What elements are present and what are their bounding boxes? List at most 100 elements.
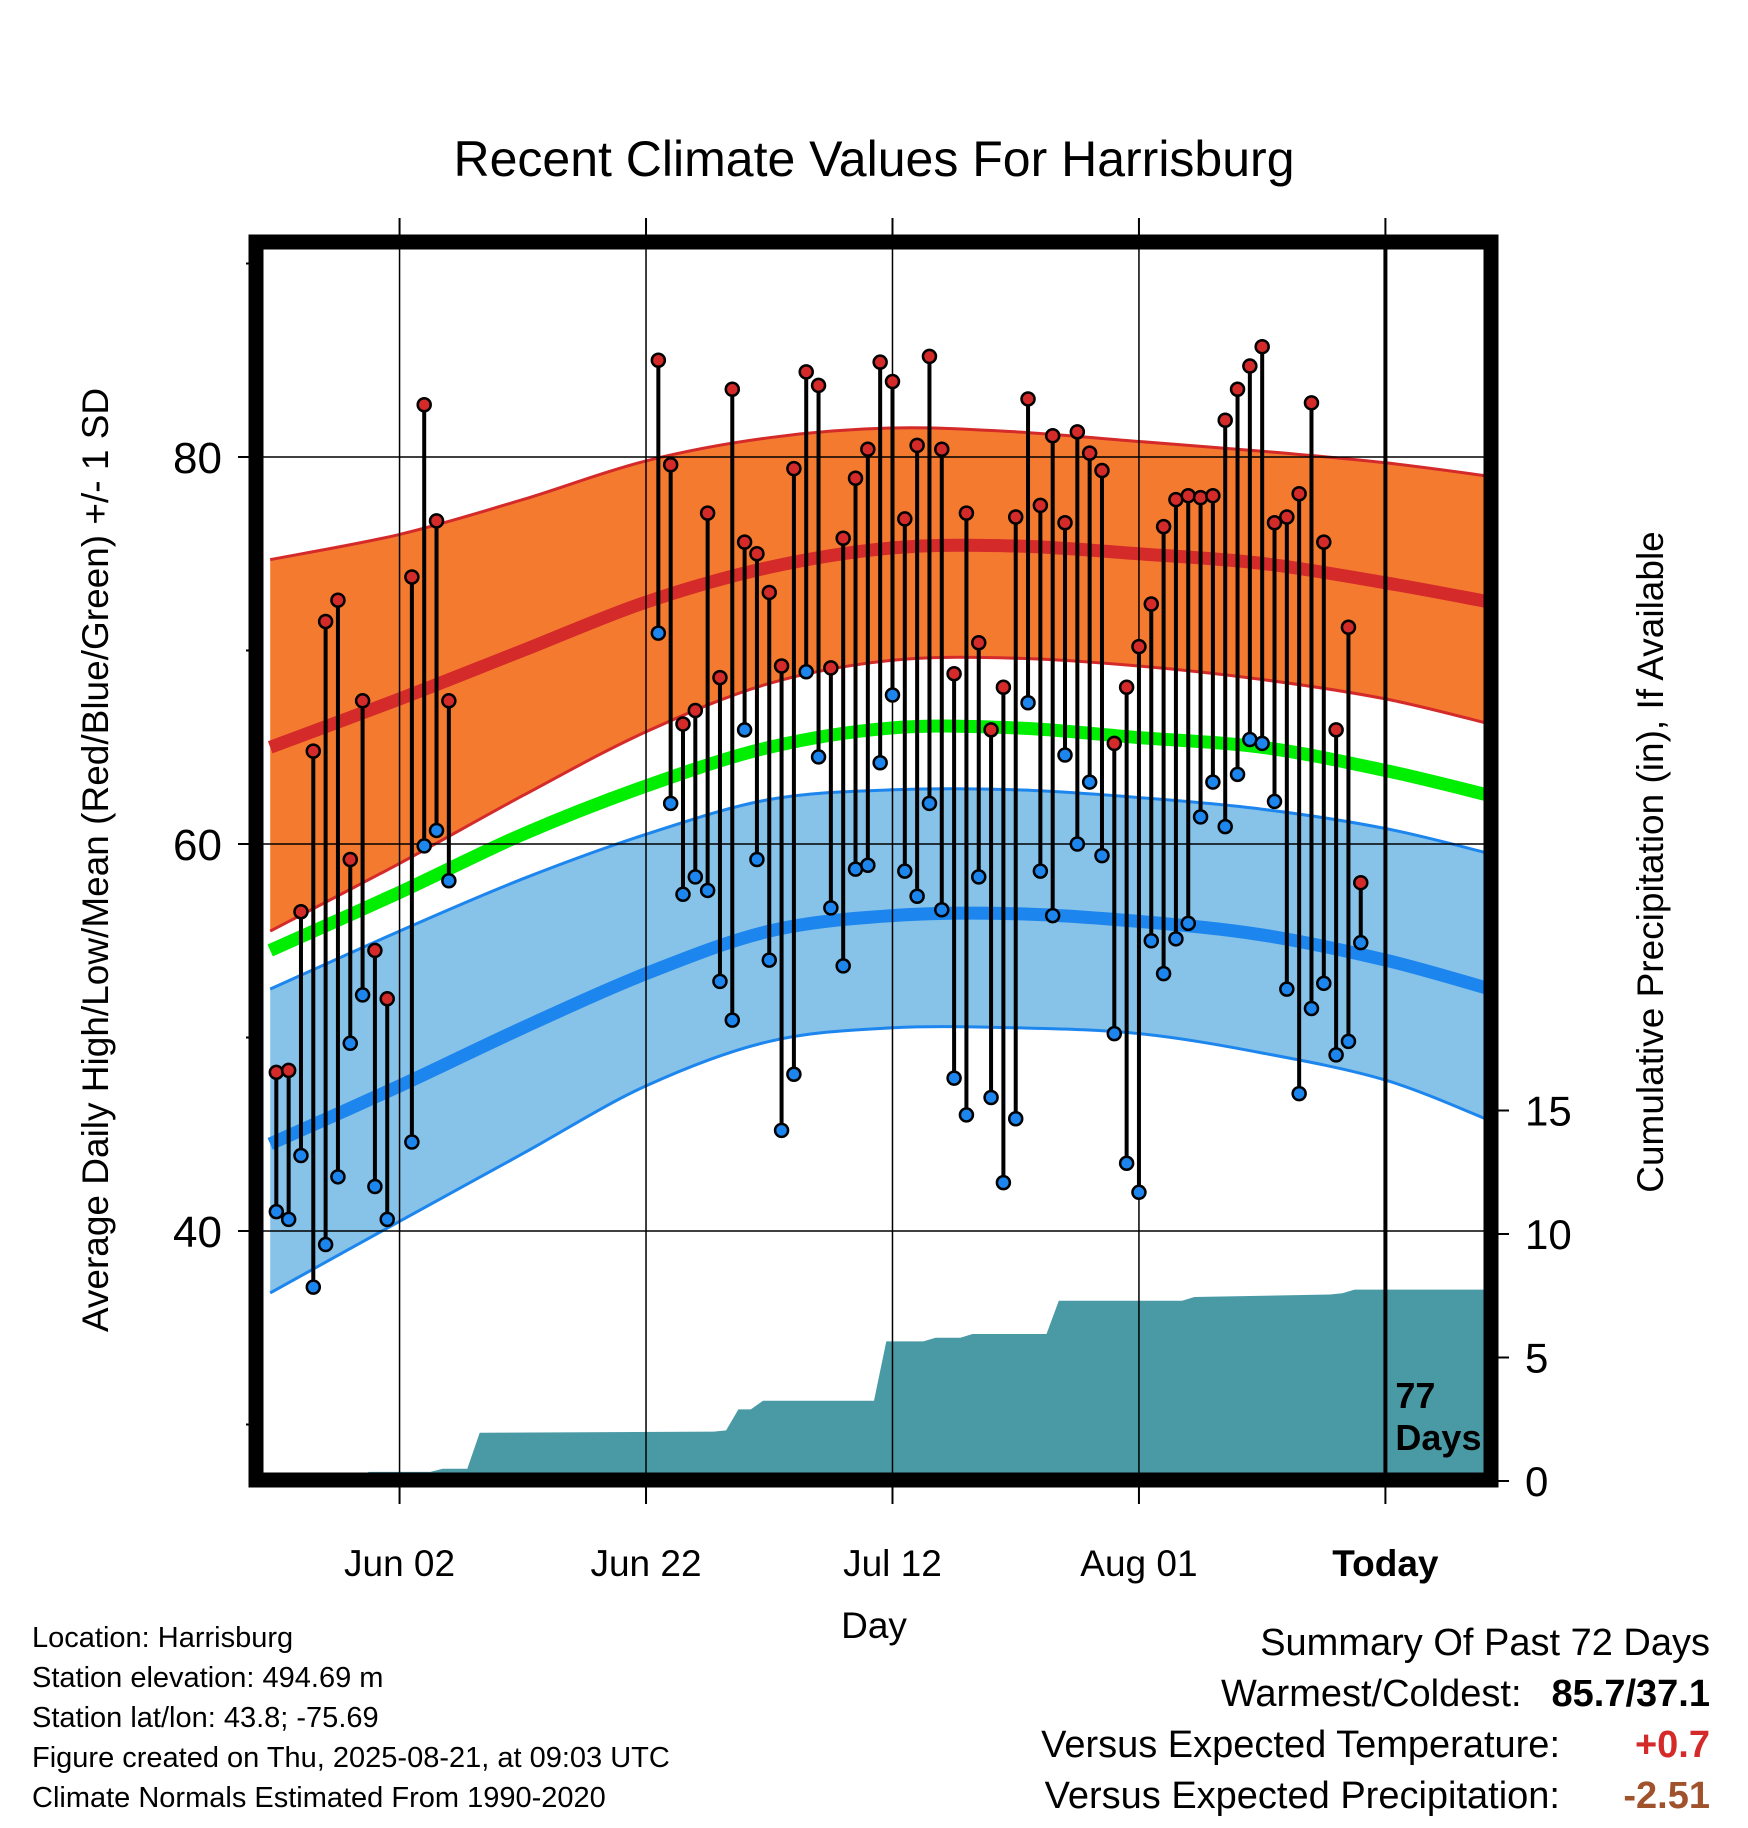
low-point — [1316, 975, 1332, 992]
high-point — [1020, 391, 1036, 407]
temp-row: Versus Expected Temperature: +0.7 — [810, 1720, 1710, 1771]
low-point — [1057, 747, 1073, 763]
x-tick-label: Jul 12 — [843, 1543, 942, 1584]
low-point — [1205, 774, 1221, 790]
warm-cold-row: Warmest/Coldest: 85.7/37.1 — [810, 1669, 1710, 1720]
low-point — [1328, 1047, 1344, 1063]
high-point — [1180, 487, 1196, 504]
low-point — [1020, 694, 1036, 711]
high-point — [724, 381, 741, 398]
high-point — [736, 534, 753, 550]
station-info: Location: Harrisburg Station elevation: … — [32, 1618, 670, 1818]
high-point — [354, 693, 371, 709]
precip-label: Versus Expected Precipitation: — [1044, 1775, 1560, 1817]
y2-axis-label: Cumulative Precipitation (in), If Availa… — [1630, 531, 1671, 1193]
high-point — [1106, 735, 1123, 752]
high-point — [1303, 395, 1320, 411]
high-point — [749, 546, 765, 562]
figure-created: Figure created on Thu, 2025-08-21, at 09… — [32, 1742, 670, 1774]
x-tick-label: Today — [1332, 1543, 1439, 1584]
low-point — [773, 1122, 790, 1139]
low-point — [872, 754, 888, 771]
low-point — [1168, 931, 1184, 947]
plot-border — [248, 234, 1499, 1488]
low-point — [847, 861, 864, 877]
low-point — [280, 1211, 297, 1228]
high-point — [650, 352, 667, 368]
low-point — [810, 749, 827, 765]
low-point — [1229, 766, 1246, 783]
high-point — [1069, 424, 1086, 440]
low-point — [1340, 1033, 1357, 1050]
low-point — [860, 857, 876, 874]
low-point — [1143, 933, 1160, 949]
low-point — [404, 1134, 420, 1150]
low-point — [268, 1203, 285, 1220]
low-point — [1106, 1025, 1123, 1042]
high-point — [823, 660, 839, 676]
high-point — [1044, 427, 1061, 444]
normals-note: Climate Normals Estimated From 1990-2020 — [32, 1782, 606, 1814]
y2-tick-label: 5 — [1525, 1335, 1548, 1382]
precip-row: Versus Expected Precipitation: -2.51 — [810, 1771, 1710, 1822]
low-point — [1007, 1111, 1024, 1127]
precipitation-area — [367, 1289, 1484, 1473]
high-point — [884, 373, 901, 390]
high-point — [441, 693, 457, 709]
low-point — [1266, 793, 1283, 810]
station-latlon: Station lat/lon: 43.8; -75.69 — [32, 1702, 379, 1734]
low-point — [1291, 1085, 1307, 1102]
high-point — [798, 364, 814, 380]
low-point — [367, 1178, 383, 1195]
high-point — [1242, 358, 1258, 374]
high-point — [1192, 489, 1209, 506]
high-point — [342, 851, 359, 868]
low-point — [354, 987, 371, 1003]
low-point — [1069, 836, 1086, 852]
high-point — [1057, 515, 1073, 531]
low-point — [1155, 965, 1172, 982]
high-point — [293, 903, 309, 920]
low-point — [884, 687, 901, 703]
high-point — [699, 505, 716, 521]
high-point — [428, 513, 445, 529]
gridlines — [263, 249, 1484, 1473]
low-point — [761, 952, 778, 968]
low-sd-band — [270, 788, 1484, 1293]
high-point — [1328, 722, 1344, 738]
low-point — [1242, 731, 1258, 748]
high-point — [1032, 497, 1049, 514]
low-point — [1094, 847, 1110, 864]
high-point — [1316, 534, 1332, 550]
low-point — [995, 1174, 1012, 1191]
high-point — [970, 635, 987, 651]
low-point — [835, 958, 851, 974]
x-axis-label: Day — [841, 1605, 907, 1646]
high-point — [909, 437, 925, 454]
low-point — [1303, 1000, 1320, 1017]
low-point — [1131, 1184, 1147, 1201]
low-point — [1118, 1155, 1135, 1172]
low-point — [650, 625, 667, 641]
high-point — [773, 658, 790, 674]
axes: 40 60 80 0 5 10 15 Jun 02 Jun 22 Jul 12 Aug 01 Toda… — [173, 218, 1572, 1584]
y2-tick-label: 0 — [1525, 1458, 1548, 1505]
y-tick-label: 40 — [173, 1208, 222, 1257]
y-tick-label: 60 — [173, 821, 222, 870]
high-point — [1254, 338, 1270, 355]
summary-panel: Summary Of Past 72 Days Warmest/Coldest:… — [810, 1618, 1710, 1822]
high-point — [280, 1062, 297, 1079]
today-days-label: 77 — [1395, 1375, 1435, 1416]
high-point — [379, 991, 395, 1007]
low-point — [416, 838, 432, 854]
high-point — [897, 511, 913, 527]
x-tick-label: Aug 01 — [1080, 1543, 1197, 1584]
high-point — [847, 470, 864, 487]
high-point — [404, 569, 420, 585]
high-point — [1205, 487, 1221, 504]
high-point — [367, 942, 383, 959]
high-point — [1131, 638, 1147, 655]
low-point — [909, 888, 925, 904]
